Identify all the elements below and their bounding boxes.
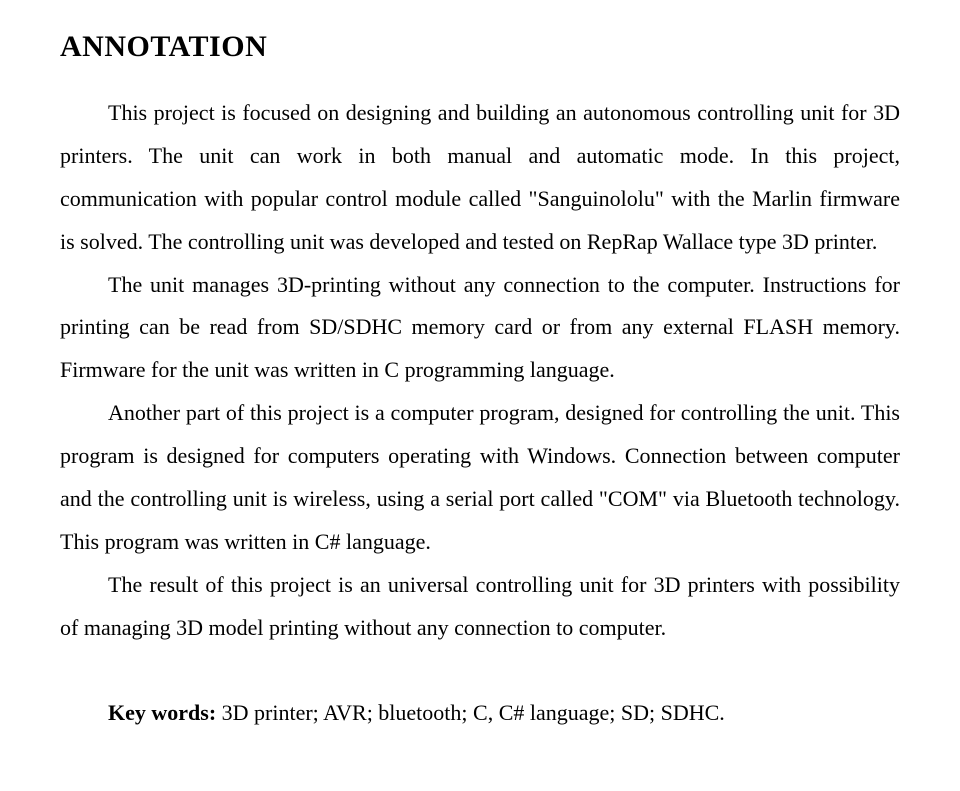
document-page: ANNOTATION This project is focused on de… <box>0 0 960 791</box>
annotation-paragraph-3: Another part of this project is a comput… <box>60 392 900 564</box>
keywords-text: 3D printer; AVR; bluetooth; C, C# langua… <box>216 700 725 725</box>
annotation-paragraph-1: This project is focused on designing and… <box>60 92 900 264</box>
annotation-paragraph-4: The result of this project is an univers… <box>60 564 900 650</box>
page-title: ANNOTATION <box>60 30 900 64</box>
annotation-paragraph-2: The unit manages 3D-printing without any… <box>60 264 900 393</box>
keywords-line: Key words: 3D printer; AVR; bluetooth; C… <box>108 692 900 735</box>
keywords-label: Key words: <box>108 700 216 725</box>
